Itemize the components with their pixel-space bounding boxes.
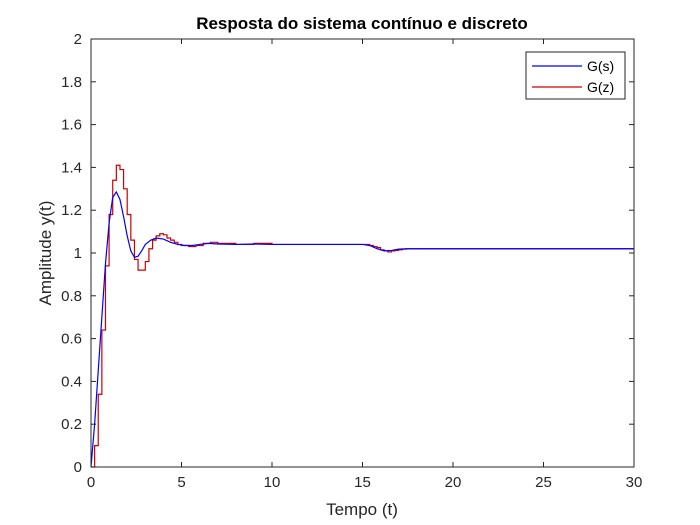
x-tick-label: 5	[177, 474, 185, 491]
plot-area	[91, 39, 634, 467]
y-tick-label: 0.8	[61, 288, 82, 305]
y-tick-label: 0.2	[61, 416, 82, 433]
plot-frame	[90, 38, 635, 468]
x-tick-label: 30	[626, 474, 643, 491]
y-tick-label: 1.2	[61, 202, 82, 219]
y-axis-label: Amplitude y(t)	[36, 201, 55, 306]
legend-label-g-z: G(z)	[587, 79, 614, 95]
x-tick-label: 10	[264, 474, 281, 491]
y-tick-label: 0.6	[61, 331, 82, 348]
x-tick-label: 20	[445, 474, 462, 491]
legend-label-g-s: G(s)	[587, 58, 614, 74]
legend: G(s) G(z)	[525, 51, 626, 100]
legend-box	[525, 51, 626, 100]
y-tick-label: 0	[74, 459, 82, 476]
x-tick-label: 0	[87, 474, 95, 491]
ticks-layer: 0 5 10 15 20 25 30 0 0.2 0.4 0.6 0.8 1 1.2 1.4 1.6 1.8 2	[61, 31, 642, 491]
series-layer	[90, 164, 634, 468]
x-axis-label: Tempo (t)	[326, 500, 398, 519]
y-tick-label: 1.8	[61, 74, 82, 91]
x-tick-label: 25	[535, 474, 552, 491]
series-line-g-s	[90, 190, 634, 468]
y-tick-label: 1	[74, 245, 82, 262]
y-tick-label: 1.4	[61, 159, 82, 176]
chart-title: Resposta do sistema contínuo e discreto	[196, 14, 528, 33]
y-tick-label: 0.4	[61, 373, 82, 390]
y-tick-label: 2	[74, 31, 82, 48]
x-tick-label: 15	[354, 474, 371, 491]
y-tick-label: 1.6	[61, 117, 82, 134]
